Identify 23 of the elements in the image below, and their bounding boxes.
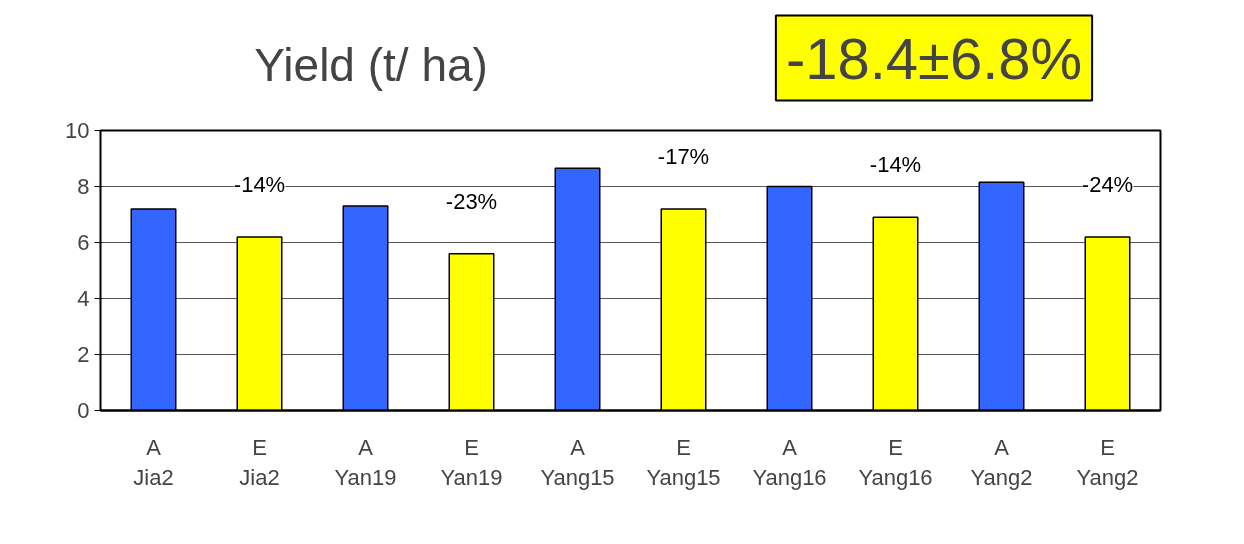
x-tick-label: A Yang16: [752, 434, 827, 490]
x-tick-label: A Yan19: [334, 434, 397, 490]
y-tick-label: 6: [77, 230, 90, 255]
annotation: -14%: [233, 171, 286, 197]
x-tick-label: E Yan19: [440, 434, 503, 490]
x-tick-label: E Yang2: [1076, 434, 1139, 490]
y-tick-label: 2: [77, 342, 90, 367]
x-tick-label: A Yang2: [970, 434, 1033, 490]
text: -18.4±6.8%: [785, 25, 1083, 91]
y-tick-label: 0: [77, 398, 90, 423]
chart-title: Yield (t/ ha): [254, 38, 488, 91]
x-tick-label: A Yang15: [540, 434, 615, 490]
x-tick-label: A Jia2: [133, 434, 174, 490]
y-tick-label: 8: [77, 174, 90, 199]
annotation: -23%: [445, 188, 498, 214]
y-tick-label: 10: [65, 118, 90, 143]
annotation: -14%: [869, 152, 922, 178]
x-tick-label: E Yang15: [646, 434, 721, 490]
y-tick-label: 4: [77, 286, 90, 311]
annotation: -24%: [1081, 171, 1134, 197]
annotation: -17%: [657, 143, 710, 169]
x-tick-label: E Jia2: [239, 434, 280, 490]
x-tick-label: E Yang16: [858, 434, 933, 490]
